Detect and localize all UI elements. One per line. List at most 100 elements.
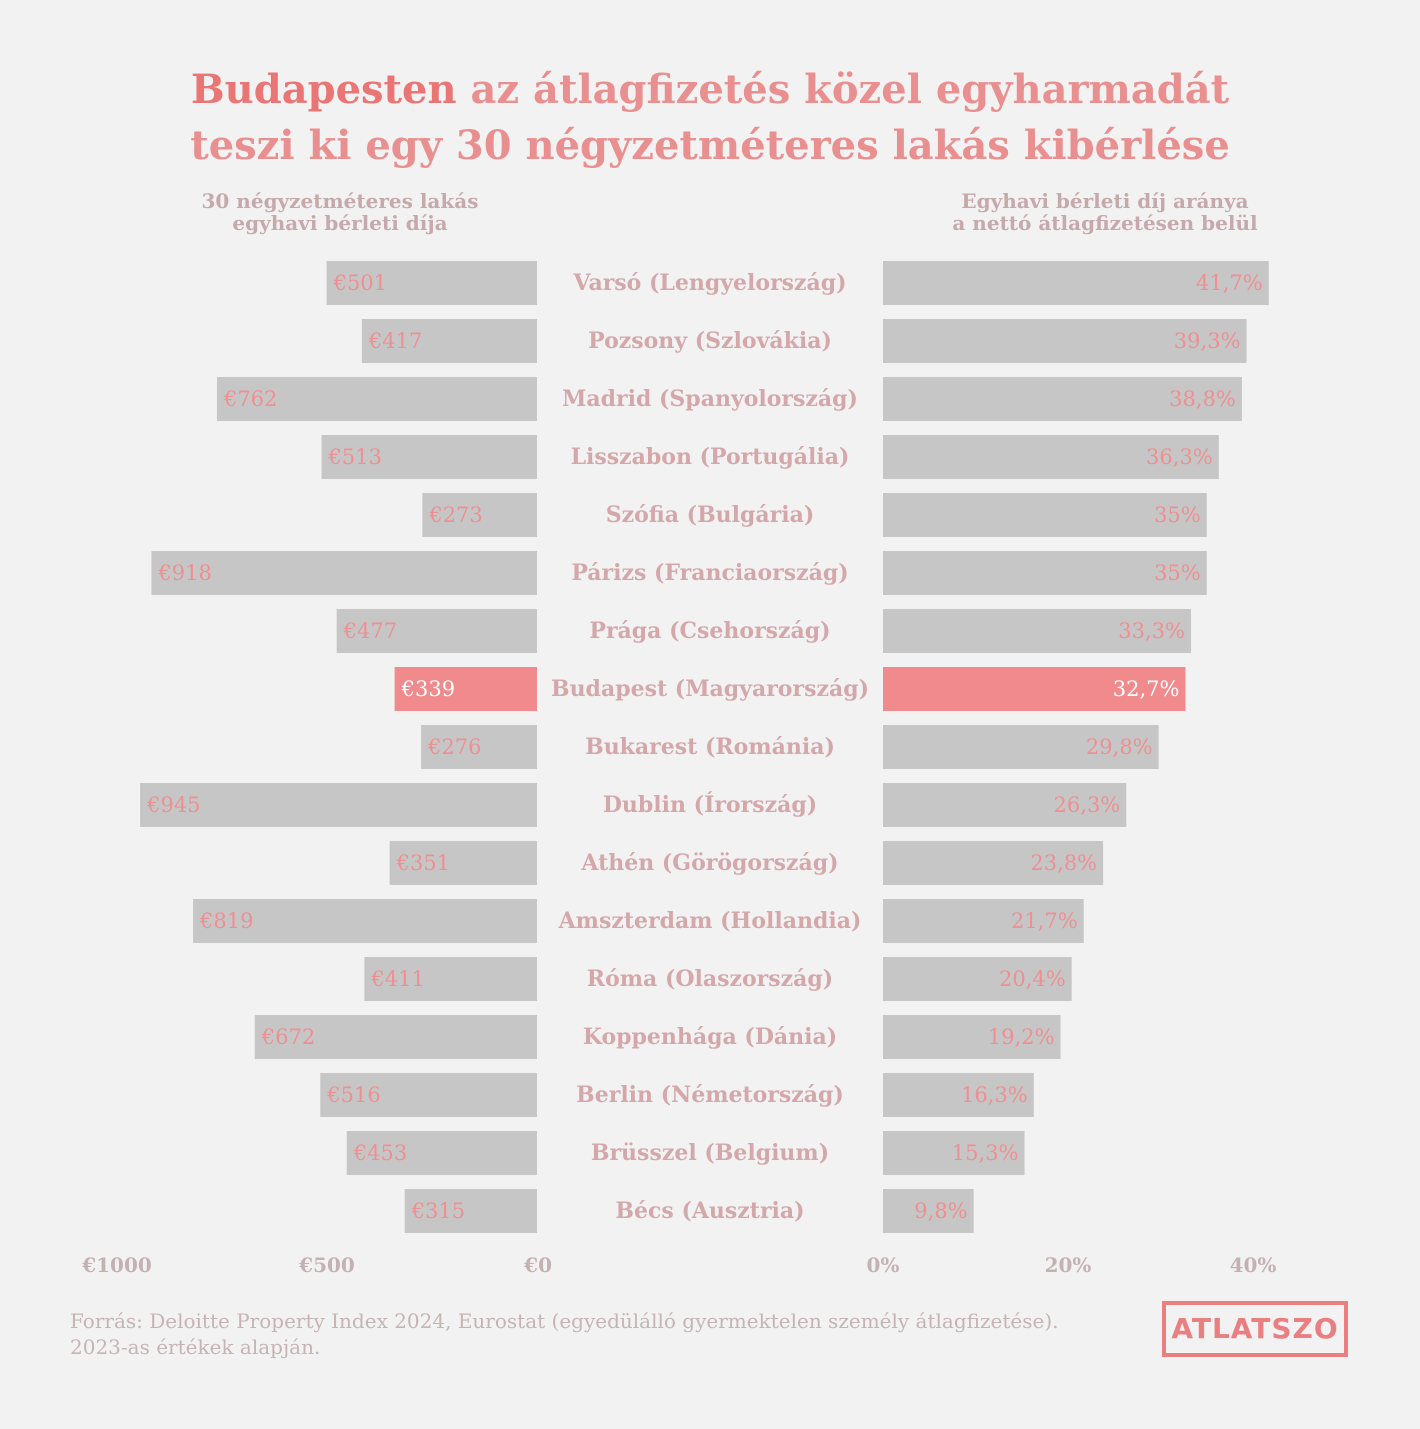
right-bar bbox=[883, 1131, 1025, 1175]
right-bar-label: 21,7% bbox=[1011, 909, 1078, 933]
category-label: Koppenhága (Dánia) bbox=[583, 1024, 837, 1050]
category-label: Bukarest (Románia) bbox=[585, 734, 835, 760]
left-bar bbox=[346, 1131, 537, 1175]
category-label: Amszterdam (Hollandia) bbox=[558, 908, 862, 934]
right-bar bbox=[883, 377, 1242, 421]
right-bar bbox=[883, 957, 1072, 1001]
left-bar-label: €315 bbox=[411, 1199, 465, 1223]
left-bar-label: €516 bbox=[326, 1083, 380, 1107]
right-bar bbox=[883, 435, 1219, 479]
left-header-line1: 30 négyzetméteres lakás bbox=[201, 189, 479, 213]
category-label: Dublin (Írország) bbox=[603, 791, 817, 818]
category-label: Róma (Olaszország) bbox=[587, 966, 833, 992]
title-line1-rest: az átlagfizetés közel egyharmadát bbox=[456, 66, 1230, 113]
left-bar-label: €276 bbox=[427, 735, 481, 759]
title-highlight: Budapesten bbox=[190, 66, 457, 113]
right-bar-label: 26,3% bbox=[1054, 793, 1121, 817]
left-bar-label: €411 bbox=[370, 967, 424, 991]
left-bar bbox=[394, 667, 537, 711]
left-axis-tick: €0 bbox=[523, 1253, 552, 1277]
left-bar bbox=[151, 551, 537, 595]
left-bar-label: €501 bbox=[333, 271, 387, 295]
right-bar bbox=[883, 783, 1127, 827]
left-bar-label: €477 bbox=[343, 619, 397, 643]
left-bar bbox=[254, 1015, 537, 1059]
left-axis-tick: €500 bbox=[298, 1253, 355, 1277]
right-axis-tick: 0% bbox=[867, 1253, 900, 1277]
left-bar-label: €762 bbox=[223, 387, 277, 411]
right-bar-label: 15,3% bbox=[952, 1141, 1019, 1165]
left-bar-label: €945 bbox=[146, 793, 200, 817]
left-bar bbox=[361, 319, 537, 363]
right-bar-label: 35% bbox=[1154, 503, 1201, 527]
category-label: Pozsony (Szlovákia) bbox=[588, 328, 832, 354]
right-bar-label: 38,8% bbox=[1169, 387, 1236, 411]
source-line1: Forrás: Deloitte Property Index 2024, Eu… bbox=[70, 1309, 1059, 1333]
right-bar-label: 23,8% bbox=[1030, 851, 1097, 875]
category-label: Prága (Csehország) bbox=[589, 618, 830, 644]
right-bar bbox=[883, 493, 1207, 537]
category-label: Szófia (Bulgária) bbox=[606, 502, 815, 528]
left-bar-label: €672 bbox=[261, 1025, 315, 1049]
category-label: Berlin (Németország) bbox=[576, 1082, 844, 1108]
left-bar bbox=[421, 725, 537, 769]
left-bar-label: €351 bbox=[396, 851, 450, 875]
title-line2: teszi ki egy 30 négyzetméteres lakás kib… bbox=[190, 122, 1230, 169]
right-bar-label: 33,3% bbox=[1118, 619, 1185, 643]
left-bar-label: €417 bbox=[368, 329, 422, 353]
right-header-line1: Egyhavi bérleti díj aránya bbox=[961, 189, 1249, 213]
left-bar-label: €819 bbox=[199, 909, 253, 933]
category-label: Madrid (Spanyolország) bbox=[562, 386, 858, 412]
category-label: Brüsszel (Belgium) bbox=[591, 1140, 829, 1166]
left-bar-label: €918 bbox=[157, 561, 211, 585]
right-bar-label: 32,7% bbox=[1113, 677, 1180, 701]
category-label: Athén (Görögország) bbox=[580, 850, 838, 876]
source-line2: 2023-as értékek alapján. bbox=[70, 1335, 321, 1359]
left-bar bbox=[326, 261, 537, 305]
left-bar-label: €339 bbox=[401, 677, 455, 701]
left-bar-label: €453 bbox=[353, 1141, 407, 1165]
atlatszo-logo: ATLATSZO bbox=[1162, 1301, 1348, 1357]
right-bar bbox=[883, 667, 1186, 711]
right-bar bbox=[883, 841, 1104, 885]
left-axis-tick: €1000 bbox=[81, 1253, 152, 1277]
right-bar-label: 19,2% bbox=[988, 1025, 1055, 1049]
category-label: Budapest (Magyarország) bbox=[551, 676, 869, 702]
source-note: Forrás: Deloitte Property Index 2024, Eu… bbox=[70, 1308, 1160, 1360]
right-bar bbox=[883, 1189, 974, 1233]
right-header-line2: a nettó átlagfizetésen belül bbox=[952, 211, 1258, 235]
right-axis-tick: 20% bbox=[1045, 1253, 1092, 1277]
left-bar bbox=[140, 783, 537, 827]
left-bar bbox=[422, 493, 537, 537]
right-bar bbox=[883, 319, 1247, 363]
right-bar-label: 9,8% bbox=[914, 1199, 967, 1223]
right-bar-label: 35% bbox=[1154, 561, 1201, 585]
right-bar-label: 36,3% bbox=[1146, 445, 1213, 469]
left-bar-label: €513 bbox=[328, 445, 382, 469]
left-bar bbox=[193, 899, 537, 943]
category-label: Párizs (Franciaország) bbox=[571, 560, 848, 586]
right-bar-label: 29,8% bbox=[1086, 735, 1153, 759]
chart-title: Budapesten az átlagfizetés közel egyharm… bbox=[0, 62, 1420, 174]
right-bar bbox=[883, 551, 1207, 595]
left-bar bbox=[364, 957, 537, 1001]
left-bar bbox=[336, 609, 537, 653]
left-bar bbox=[320, 1073, 537, 1117]
right-bar-label: 41,7% bbox=[1196, 271, 1263, 295]
butterfly-bar-chart: €501 Varsó (Lengyelország) 41,7% €417 Pozson… bbox=[81, 261, 1276, 1277]
left-bar-label: €273 bbox=[428, 503, 482, 527]
category-label: Lisszabon (Portugália) bbox=[571, 444, 850, 470]
right-bar bbox=[883, 1015, 1061, 1059]
right-bar-label: 20,4% bbox=[999, 967, 1066, 991]
left-bar bbox=[321, 435, 537, 479]
right-bar bbox=[883, 725, 1159, 769]
right-bar-label: 39,3% bbox=[1174, 329, 1241, 353]
left-bar bbox=[404, 1189, 537, 1233]
left-bar bbox=[389, 841, 537, 885]
right-bar bbox=[883, 1073, 1034, 1117]
left-header-line2: egyhavi bérleti díja bbox=[232, 211, 448, 235]
category-label: Varsó (Lengyelország) bbox=[572, 270, 846, 296]
right-bar-label: 16,3% bbox=[961, 1083, 1028, 1107]
right-bar bbox=[883, 261, 1269, 305]
left-panel-header: 30 négyzetméteres lakás egyhavi bérleti … bbox=[180, 190, 500, 234]
